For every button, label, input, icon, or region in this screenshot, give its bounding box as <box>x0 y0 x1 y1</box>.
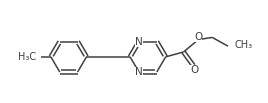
Text: N: N <box>135 67 143 77</box>
Text: N: N <box>135 37 143 47</box>
Text: CH₃: CH₃ <box>235 40 253 50</box>
Text: H₃C: H₃C <box>18 52 36 62</box>
Text: O: O <box>190 66 199 75</box>
Text: O: O <box>194 32 202 42</box>
